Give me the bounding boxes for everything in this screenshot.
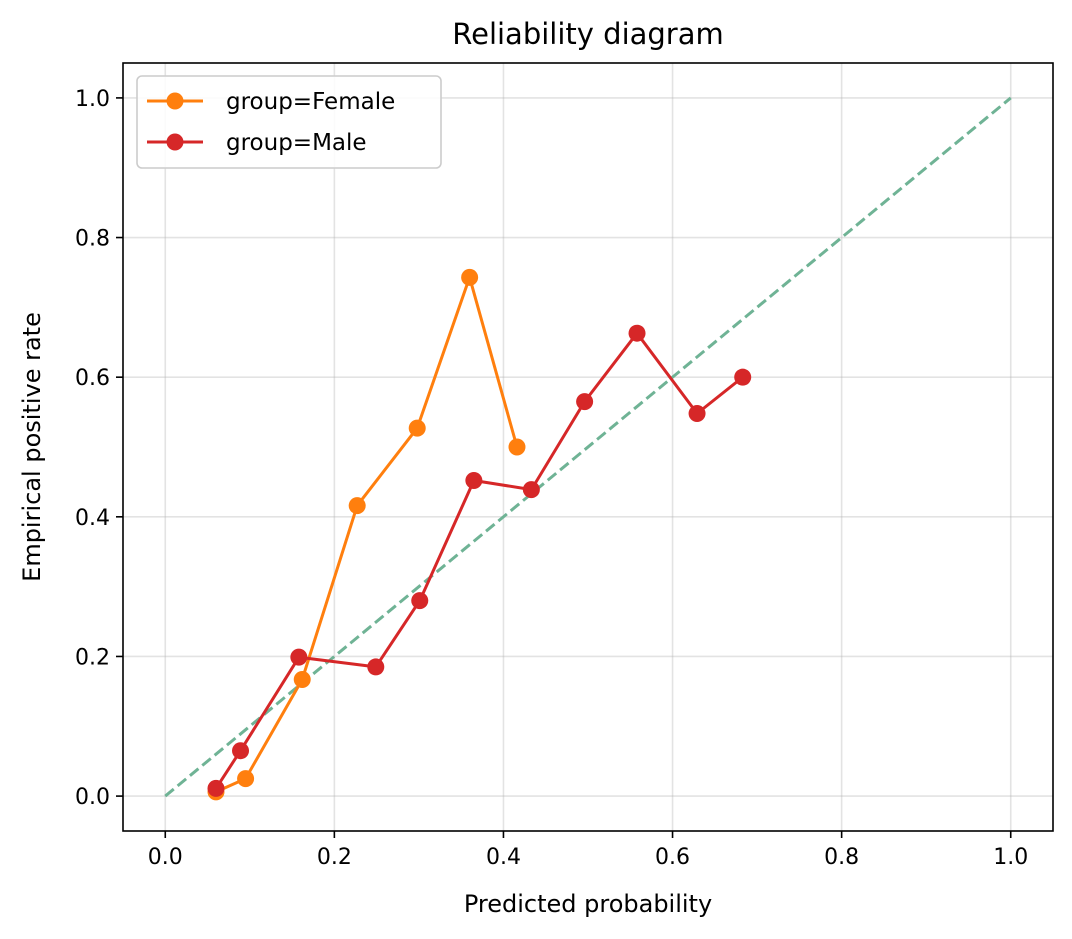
series-male [207,324,752,797]
x-axis-label: Predicted probability [464,890,712,918]
x-tick-label: 0.4 [486,845,521,870]
y-tick-label: 0.6 [75,366,110,391]
x-tick-label: 0.0 [148,845,183,870]
data-point [576,393,594,411]
data-point [293,670,311,688]
data-point [628,324,646,342]
data-point [290,648,308,666]
y-tick-label: 1.0 [75,87,110,112]
data-point [508,438,526,456]
series-line [214,331,744,790]
data-point [688,404,706,422]
series-line [215,275,519,794]
data-point [465,472,483,490]
data-point [522,481,540,499]
legend-frame [136,75,442,169]
perfect-calibration-line [164,96,1012,798]
data-point [411,592,429,610]
data-point [734,368,752,386]
y-tick-label: 0.2 [75,645,110,670]
x-tick-label: 0.2 [317,845,352,870]
x-tick-label: 0.6 [655,845,690,870]
data-point [367,658,385,676]
tick-layer: 0.0 0.2 0.4 0.6 0.8 1.0 0.0 0.2 0.4 0.6 0.8 1.0 [75,87,1028,870]
data-point [461,268,479,286]
legend-marker [166,133,184,151]
y-tick-label: 0.0 [75,785,110,810]
data-point [207,779,225,797]
reference-layer [164,96,1012,798]
legend-label: group=Female [226,89,395,115]
data-point [237,770,255,788]
data-point [348,497,366,515]
x-tick-label: 1.0 [993,845,1028,870]
y-axis-label: Empirical positive rate [18,312,46,582]
legend-label: group=Male [226,130,367,156]
legend-marker [166,92,184,110]
chart-title: Reliability diagram [452,17,724,51]
data-point [232,742,250,760]
y-tick-label: 0.8 [75,227,110,252]
x-tick-label: 0.8 [824,845,859,870]
y-tick-label: 0.4 [75,506,110,531]
legend: group=Female group=Male [136,75,442,169]
data-point [408,419,426,437]
plot-frame [122,62,1054,832]
series-layer [207,268,752,801]
